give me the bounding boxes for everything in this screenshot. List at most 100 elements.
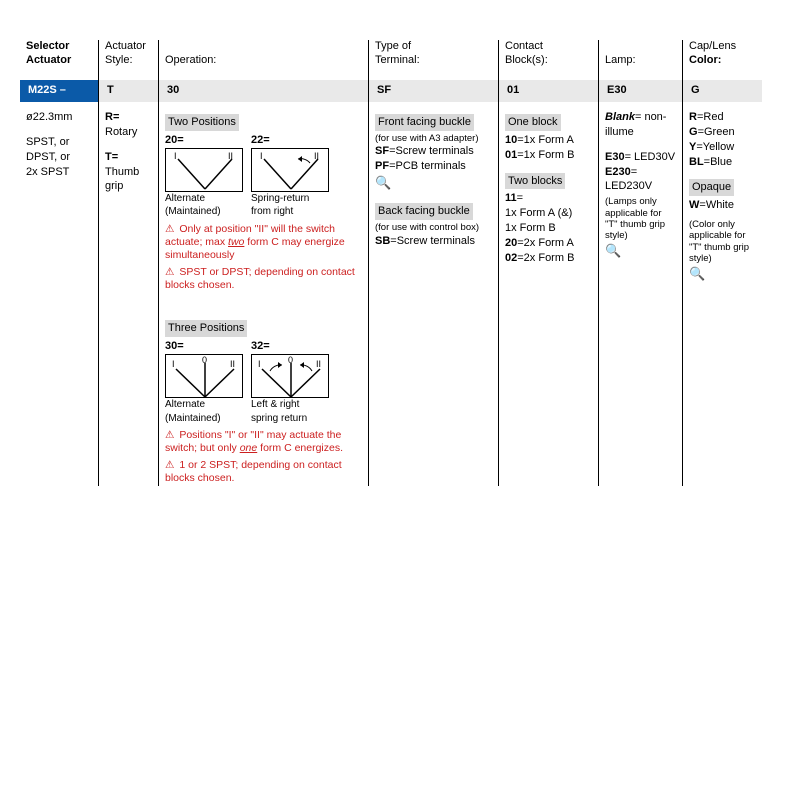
col4-header-l1: Contact	[505, 40, 543, 52]
col-terminal: Type of Terminal: SF Front facing buckle…	[368, 40, 498, 486]
w-code: W	[689, 199, 699, 211]
cap-32a: Left & right	[251, 398, 329, 412]
col2-body: Two Positions 20= I II Alternate (Mainta…	[165, 110, 362, 486]
g-code: G	[689, 126, 698, 138]
cap-20a: Alternate	[165, 192, 243, 206]
col-actuator-style: Actuator Style: T R= Rotary T= Thumb gri…	[98, 40, 158, 486]
col0-2xspst: 2x SPST	[26, 165, 92, 180]
cap-32b: spring return	[251, 412, 329, 426]
col-lamp: Lamp: E30 Blank= non-illume E30= LED30V …	[598, 40, 682, 486]
col5-body: Blank= non-illume E30= LED30V E230= LED2…	[605, 110, 676, 259]
code-10: 10	[505, 134, 517, 146]
opt-r-code: R=	[105, 111, 119, 123]
cap-30a: Alternate	[165, 398, 243, 412]
svg-text:0: 0	[202, 355, 207, 365]
diag-32: 32= I 0 II	[251, 339, 329, 425]
code-02: 02	[505, 252, 517, 264]
col3-header-l1: Type of	[375, 40, 411, 52]
e30-code: E30	[605, 151, 625, 163]
col2-header: Operation:	[165, 40, 362, 80]
cap-22b: from right	[251, 205, 329, 219]
warning-icon: ⚠	[165, 223, 174, 236]
col5-header: Lamp:	[605, 40, 676, 80]
col0-value: M22S –	[20, 80, 98, 102]
code-30: 30=	[165, 339, 243, 354]
opt-t-code: T=	[105, 151, 118, 163]
svg-text:I: I	[172, 359, 175, 369]
bl-code: BL	[689, 156, 704, 168]
col-selector-actuator: Selector Actuator M22S – ø22.3mm SPST, o…	[20, 40, 98, 486]
code-11: 11	[505, 192, 517, 204]
label-11a: 1x Form A (&)	[505, 206, 592, 221]
one-block-title: One block	[505, 114, 561, 131]
col4-header-l2: Block(s):	[505, 54, 548, 66]
warning-icon: ⚠	[165, 459, 174, 472]
warn-3a: ⚠ Positions "I" or "II" may actuate the …	[165, 429, 362, 455]
col-color: Cap/Lens Color: G R=Red G=Green Y=Yellow…	[682, 40, 762, 486]
code-01: 01	[505, 149, 517, 161]
code-32: 32=	[251, 339, 329, 354]
col0-spst: SPST, or	[26, 135, 92, 150]
warn-2b: ⚠ SPST or DPST; depending on contact blo…	[165, 266, 362, 292]
three-positions-title: Three Positions	[165, 320, 247, 337]
front-buckle-sub: (for use with A3 adapter)	[375, 133, 492, 144]
warn-3b-text: 1 or 2 SPST; depending on contact blocks…	[165, 459, 342, 484]
col4-header: Contact Block(s):	[505, 40, 592, 80]
bl-label: =Blue	[704, 156, 732, 168]
svg-text:I: I	[260, 151, 263, 161]
diag-20-box: I II	[165, 148, 243, 192]
two-position-diagrams: 20= I II Alternate (Maintained) 22=	[165, 133, 362, 219]
col3-body: Front facing buckle (for use with A3 ada…	[375, 110, 492, 249]
diag-30: 30= I 0 II Alternate (Maintained)	[165, 339, 243, 425]
col2-header-text: Operation:	[165, 54, 216, 66]
lamp-note: (Lamps only applicable for "T" thumb gri…	[605, 196, 676, 242]
col3-value: SF	[369, 80, 498, 102]
opt-t-label2: grip	[105, 180, 123, 192]
sf-code: SF	[375, 145, 389, 157]
diag-32-box: I 0 II	[251, 354, 329, 398]
col0-diameter: ø22.3mm	[26, 110, 92, 125]
diag-22: 22= I II Spring-return from right	[251, 133, 329, 219]
col6-header: Cap/Lens Color:	[689, 40, 756, 80]
col4-body: One block 10=1x Form A 01=1x Form B Two …	[505, 110, 592, 266]
col1-header-l1: Actuator	[105, 40, 146, 52]
sb-code: SB	[375, 235, 390, 247]
warn-2a: ⚠ Only at position "II" will the switch …	[165, 223, 362, 262]
opt-r-label: Rotary	[105, 126, 137, 138]
three-position-diagrams: 30= I 0 II Alternate (Maintained)	[165, 339, 362, 425]
magnifier-icon[interactable]: 🔍	[375, 174, 492, 192]
diag-30-box: I 0 II	[165, 354, 243, 398]
opt-t-label1: Thumb	[105, 166, 139, 178]
svg-text:I: I	[258, 359, 261, 369]
warn-2b-text: SPST or DPST; depending on contact block…	[165, 266, 355, 291]
svg-text:II: II	[228, 151, 233, 161]
cap-22a: Spring-return	[251, 192, 329, 206]
diag-22-box: I II	[251, 148, 329, 192]
warning-icon: ⚠	[165, 429, 174, 442]
warn-3b: ⚠ 1 or 2 SPST; depending on contact bloc…	[165, 459, 362, 485]
col1-body: R= Rotary T= Thumb grip	[105, 110, 152, 194]
col3-header-l2: Terminal:	[375, 54, 420, 66]
svg-text:0: 0	[288, 355, 293, 365]
col6-header-l2: Color:	[689, 54, 721, 66]
magnifier-icon[interactable]: 🔍	[689, 265, 756, 283]
e30-label: = LED30V	[625, 151, 675, 163]
col6-header-l1: Cap/Lens	[689, 40, 736, 52]
svg-text:II: II	[314, 151, 319, 161]
code-20b: 20	[505, 237, 517, 249]
cap-20b: (Maintained)	[165, 205, 243, 219]
col3-header: Type of Terminal:	[375, 40, 492, 80]
sb-label: =Screw terminals	[390, 235, 475, 247]
pf-code: PF	[375, 160, 389, 172]
col0-body: ø22.3mm SPST, or DPST, or 2x SPST	[26, 110, 92, 179]
col6-value: G	[683, 80, 762, 102]
label-10: =1x Form A	[517, 134, 574, 146]
code-22: 22=	[251, 133, 329, 148]
two-blocks-title: Two blocks	[505, 173, 565, 190]
color-note: (Color only applicable for "T" thumb gri…	[689, 219, 756, 265]
magnifier-icon[interactable]: 🔍	[605, 242, 676, 260]
label-20b: =2x Form A	[517, 237, 574, 249]
w-label: =White	[699, 199, 734, 211]
col5-header-text: Lamp:	[605, 54, 636, 66]
back-buckle-sub: (for use with control box)	[375, 222, 492, 233]
